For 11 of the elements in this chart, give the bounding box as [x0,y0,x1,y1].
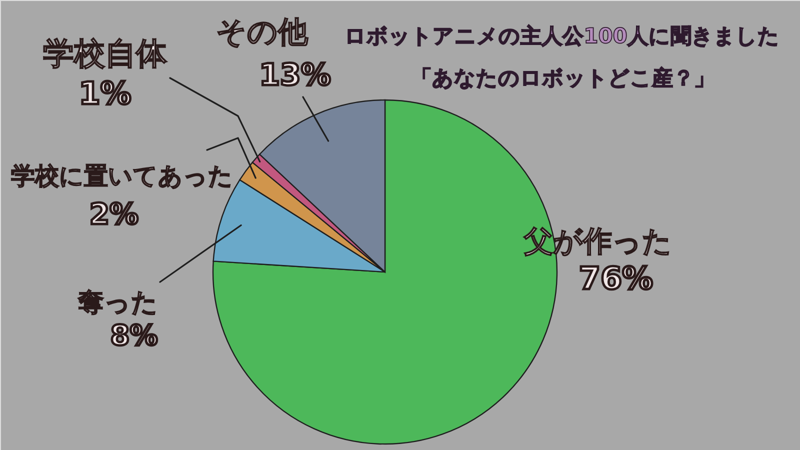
slice-label: その他 [216,15,309,50]
data-label: 13% [259,58,331,93]
data-label: 8% [110,319,158,352]
data-label: 1% [78,76,132,112]
text: 「あなたのロボットどこ産？」 [411,66,715,90]
data-label: 2% [89,197,139,231]
slice-label: 奪った [77,288,158,318]
slice-label: 学校自体 [43,36,168,72]
chart-title: ロボットアニメの主人公100人に聞きました [344,24,780,48]
data-label: 76% [578,261,654,297]
slice-label: 学校に置いてあった [11,162,233,190]
